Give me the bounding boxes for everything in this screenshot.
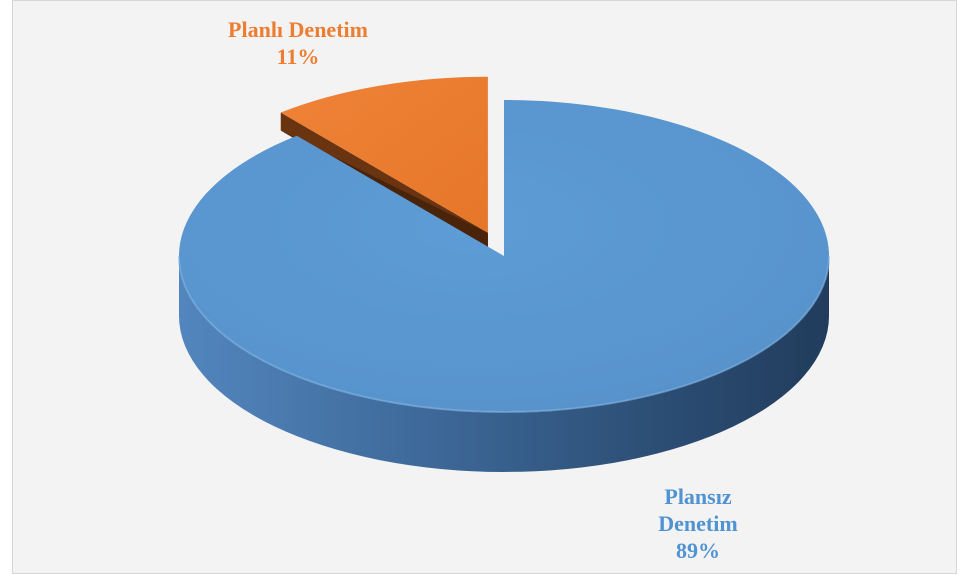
slice-label-planli: Planlı Denetim 11% [193, 16, 403, 70]
slice-percent-planli: 11% [276, 44, 320, 69]
chart-area: Planlı Denetim 11% Plansız Denetim 89% [12, 0, 957, 574]
pie-chart [178, 76, 830, 472]
slice-name-plansiz-line1: Plansız [664, 484, 732, 509]
slice-name-planli: Planlı Denetim [228, 17, 368, 42]
slice-plansiz-rim [178, 255, 830, 413]
slice-name-plansiz-line2: Denetim [658, 511, 738, 536]
slice-plansiz [178, 100, 829, 412]
slice-plansiz-side [179, 256, 829, 472]
slice-percent-plansiz: 89% [676, 538, 720, 563]
slice-planli [280, 76, 488, 233]
slice-label-plansiz: Plansız Denetim 89% [613, 483, 783, 564]
